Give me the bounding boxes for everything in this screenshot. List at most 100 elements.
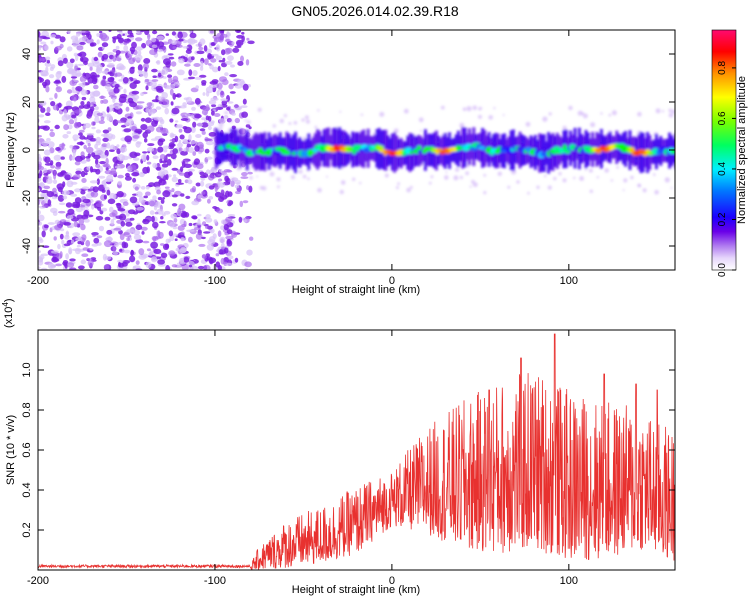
noise-speck (228, 200, 234, 206)
noise-speck (154, 211, 159, 215)
noise-speck (47, 141, 55, 149)
spectrogram-ytick-label: 20 (21, 96, 33, 108)
noise-speck (41, 205, 49, 208)
noise-speck (180, 118, 189, 121)
spectrogram-plot-area (31, 30, 675, 270)
band-halo-speck (604, 168, 609, 173)
band-halo-speck (558, 172, 562, 176)
noise-speck (171, 39, 177, 46)
band-halo-speck (314, 125, 318, 129)
noise-speck (217, 65, 221, 72)
noise-speck (132, 229, 141, 236)
noise-speck (208, 185, 215, 190)
noise-speck (79, 56, 84, 62)
noise-speck (203, 231, 211, 234)
noise-speck (80, 151, 85, 157)
noise-speck (146, 154, 150, 161)
band-halo-speck (418, 117, 424, 123)
noise-speck (52, 179, 58, 184)
band-halo-speck (493, 107, 496, 110)
noise-speck (38, 156, 43, 163)
noise-speck (135, 106, 143, 110)
noise-speck (46, 169, 54, 173)
noise-speck (50, 40, 54, 45)
noise-speck (114, 165, 121, 169)
noise-speck (73, 121, 81, 129)
band-halo-speck (233, 104, 238, 109)
noise-speck (161, 92, 168, 99)
noise-speck (48, 97, 54, 101)
noise-speck (106, 106, 110, 113)
noise-speck (96, 147, 102, 153)
band-halo-speck (249, 176, 253, 180)
noise-speck (199, 38, 206, 45)
band-halo-speck (359, 181, 362, 185)
noise-speck (131, 90, 140, 95)
noise-speck (45, 56, 51, 61)
noise-speck (107, 71, 113, 75)
noise-speck (81, 30, 90, 34)
band-amplitude-blob (642, 152, 648, 157)
noise-speck (218, 60, 224, 63)
noise-speck (201, 130, 206, 135)
noise-speck (75, 170, 82, 175)
band-halo-speck (459, 175, 463, 180)
noise-speck (161, 67, 169, 75)
noise-speck (116, 202, 122, 209)
noise-speck (98, 175, 106, 179)
noise-speck (102, 75, 107, 80)
noise-speck (204, 136, 209, 142)
noise-speck (42, 245, 50, 248)
snr-xtick-label: 100 (560, 575, 578, 587)
band-halo-speck (516, 180, 520, 184)
noise-speck (69, 258, 76, 262)
noise-speck (202, 264, 211, 270)
noise-speck (95, 158, 99, 165)
noise-speck (105, 167, 109, 171)
band-halo-speck (465, 171, 469, 176)
band-halo-speck (581, 112, 585, 115)
band-halo-speck (455, 167, 460, 172)
noise-speck (83, 60, 88, 66)
noise-speck (91, 203, 95, 210)
noise-speck (44, 156, 51, 164)
noise-speck (180, 150, 188, 156)
noise-speck (65, 100, 73, 108)
noise-speck (59, 251, 63, 259)
band-halo-speck (568, 105, 573, 111)
noise-speck (45, 178, 53, 184)
noise-speck (81, 186, 90, 190)
noise-speck (70, 239, 75, 244)
noise-speck (119, 248, 123, 252)
noise-speck (125, 53, 132, 61)
noise-speck (31, 164, 37, 167)
band-halo-speck (226, 183, 229, 186)
noise-speck (38, 53, 42, 58)
noise-speck (87, 259, 94, 267)
noise-speck (159, 221, 166, 224)
noise-speck (236, 30, 241, 33)
noise-speck (240, 105, 248, 108)
snr-plot-area (38, 330, 675, 570)
noise-speck (160, 199, 165, 204)
noise-speck (87, 33, 92, 40)
noise-speck (81, 253, 89, 257)
noise-speck (225, 38, 231, 43)
noise-speck (161, 213, 166, 217)
noise-speck (197, 122, 203, 128)
noise-speck (78, 105, 85, 109)
noise-speck (100, 99, 104, 104)
noise-speck (207, 198, 211, 204)
noise-speck (226, 238, 232, 245)
band-halo-speck (472, 182, 478, 188)
spectrogram-xtick-label: 100 (560, 275, 578, 287)
noise-speck (101, 42, 109, 48)
noise-speck (153, 204, 158, 211)
noise-speck (87, 143, 91, 147)
noise-speck (59, 233, 64, 240)
noise-speck (53, 236, 57, 241)
noise-speck (126, 228, 135, 233)
noise-speck (33, 206, 36, 209)
noise-speck (71, 90, 79, 94)
noise-speck (117, 208, 126, 212)
